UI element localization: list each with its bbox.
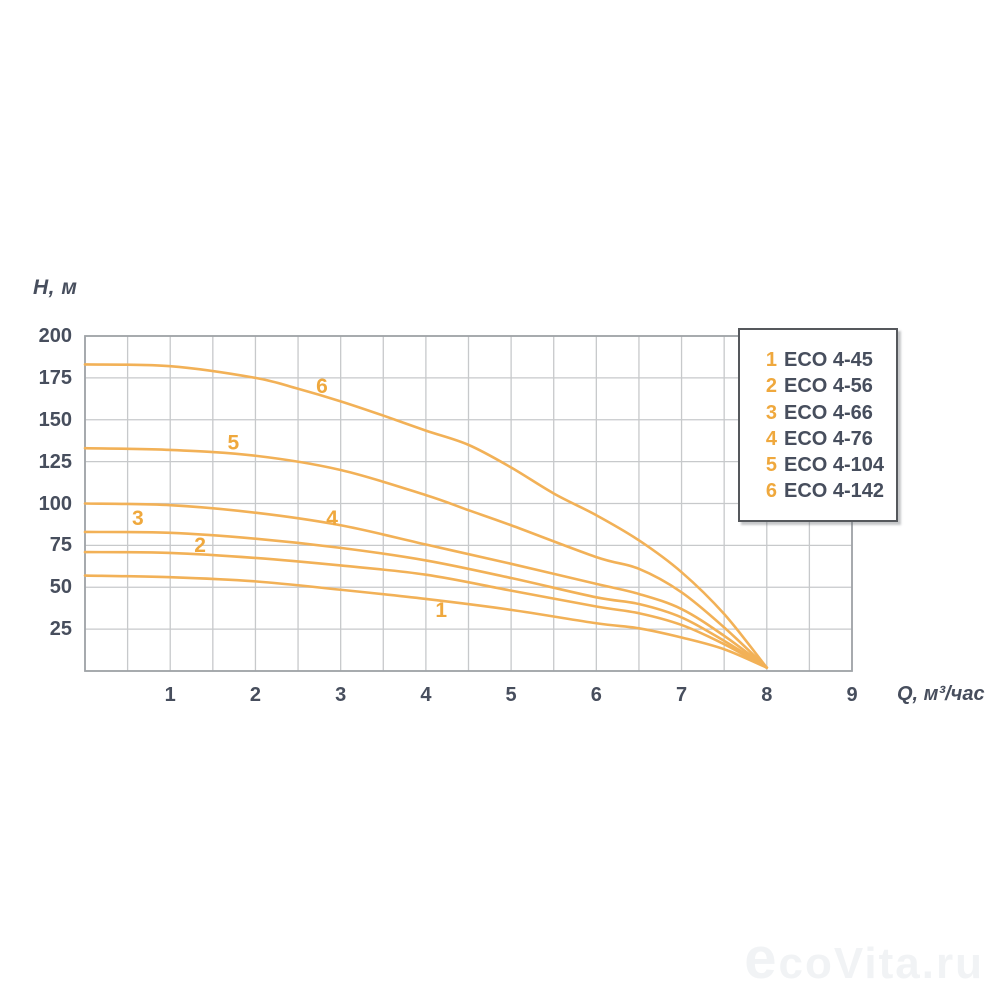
y-tick-label: 100 bbox=[38, 492, 72, 515]
legend-entry-eco-4-104: 5 ECO 4-104 bbox=[764, 452, 896, 478]
x-tick-label: 3 bbox=[335, 684, 347, 706]
x-tick-label: 5 bbox=[505, 684, 517, 706]
legend-entry-label: ECO 4-66 bbox=[784, 401, 873, 424]
y-tick-label: 25 bbox=[49, 618, 72, 641]
pump-curve-5 bbox=[83, 446, 769, 669]
legend-entry-number: 3 bbox=[765, 401, 777, 424]
curve-number-label-2: 2 bbox=[194, 534, 206, 557]
curve-number-label-3: 3 bbox=[132, 507, 144, 530]
x-tick-label: 6 bbox=[590, 684, 602, 706]
y-tick-label: 75 bbox=[49, 534, 72, 557]
legend-entry-label: ECO 4-56 bbox=[784, 375, 873, 398]
legend-entry-number: 5 bbox=[765, 454, 777, 477]
pump-curve-6 bbox=[83, 363, 769, 669]
legend-entry-number: 1 bbox=[765, 349, 777, 371]
x-axis-title: Q, м³/час bbox=[897, 683, 985, 705]
legend-entry-number: 4 bbox=[765, 427, 777, 450]
x-tick-label: 4 bbox=[420, 684, 432, 706]
curve-number-label-6: 6 bbox=[316, 375, 328, 398]
legend-entry-label: ECO 4-45 bbox=[784, 349, 873, 371]
y-tick-label: 150 bbox=[38, 408, 72, 431]
y-tick-label: 125 bbox=[38, 450, 72, 473]
y-axis-title: H, м bbox=[33, 276, 78, 299]
legend-entry-eco-4-56: 2 ECO 4-56 bbox=[764, 373, 896, 399]
legend-entry-eco-4-142: 6 ECO 4-142 bbox=[764, 478, 896, 504]
curve-number-label-1: 1 bbox=[435, 599, 447, 622]
y-tick-label: 50 bbox=[49, 576, 72, 599]
x-tick-label: 9 bbox=[846, 684, 858, 706]
pump-curve-1 bbox=[83, 574, 769, 669]
x-tick-label: 1 bbox=[164, 684, 176, 706]
curve-number-label-4: 4 bbox=[326, 507, 338, 530]
y-tick-label: 175 bbox=[38, 366, 72, 389]
legend-entry-label: ECO 4-104 bbox=[784, 454, 885, 477]
legend-entry-number: 2 bbox=[765, 375, 777, 398]
pump-curve-2 bbox=[83, 550, 769, 669]
x-tick-label: 2 bbox=[249, 684, 261, 706]
legend-box: 1 ECO 4-45 2 ECO 4-56 3 ECO 4-66 4 ECO 4-76 5 ECO… bbox=[738, 328, 898, 522]
legend-entry-label: ECO 4-142 bbox=[784, 480, 885, 503]
y-tick-label: 200 bbox=[38, 325, 72, 347]
legend-entry-label: ECO 4-76 bbox=[784, 427, 873, 450]
x-tick-label: 8 bbox=[761, 684, 773, 706]
pump-curve-3 bbox=[83, 530, 769, 669]
legend-entry-eco-4-76: 4 ECO 4-76 bbox=[764, 426, 896, 452]
legend-entry-eco-4-45: 1 ECO 4-45 bbox=[764, 347, 896, 373]
curve-number-label-5: 5 bbox=[227, 432, 239, 455]
pump-curve-4 bbox=[83, 502, 769, 669]
legend-entry-eco-4-66: 3 ECO 4-66 bbox=[764, 400, 896, 426]
legend-entry-number: 6 bbox=[765, 480, 777, 503]
x-tick-label: 7 bbox=[675, 684, 688, 706]
watermark: ecoVita.ru bbox=[744, 926, 984, 991]
